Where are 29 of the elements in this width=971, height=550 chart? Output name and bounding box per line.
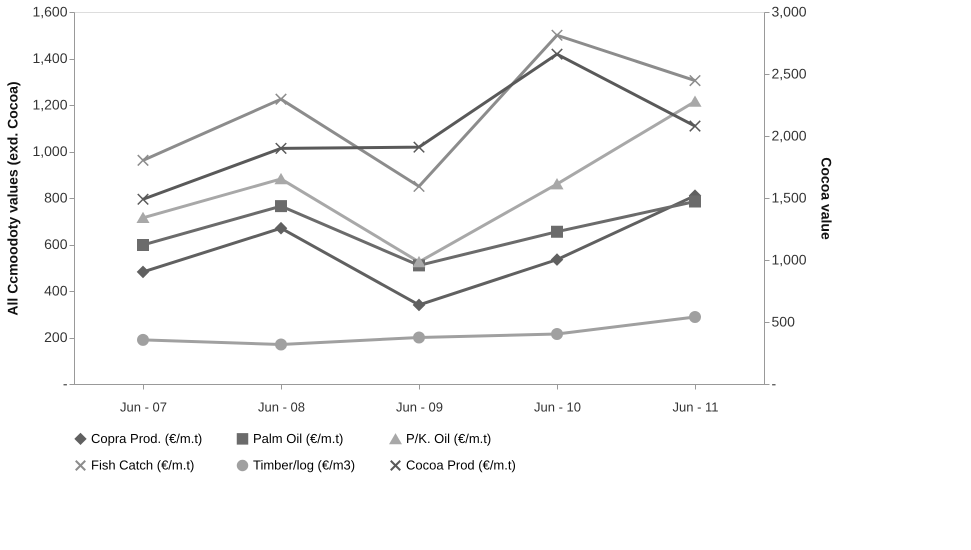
x-tick-label: Jun - 08 [258, 400, 305, 414]
legend-label: Timber/log (€/m3) [253, 458, 356, 472]
y-tick-label: 1,600 [32, 4, 68, 20]
legend-label: Palm Oil (€/m.t) [253, 430, 344, 446]
y2-axis-title: Cocoa value [818, 157, 835, 240]
y-tick-label: 1,200 [32, 96, 68, 112]
y-tick-label: 200 [44, 329, 68, 345]
y2-tick-label: 2,500 [772, 66, 807, 82]
y2-tick-label: - [772, 376, 776, 392]
x-tick-label: Jun - 10 [534, 400, 581, 414]
legend-label: Copra Prod. (€/m.t) [91, 430, 202, 446]
y2-tick-label: 500 [772, 314, 796, 330]
y-tick-label: - [62, 376, 68, 392]
y2-tick-label: 3,000 [772, 4, 807, 20]
legend-label: Cocoa Prod (€/m.t) [406, 458, 516, 472]
legend-label: Fish Catch (€/m.t) [91, 458, 194, 472]
y2-tick-label: 1,000 [772, 252, 807, 268]
y-tick-label: 600 [44, 236, 68, 252]
y2-tick-label: 1,500 [772, 190, 807, 206]
y-tick-label: 800 [44, 190, 68, 206]
x-tick-label: Jun - 11 [672, 400, 719, 414]
legend-label: P/K. Oil (€/m.t) [406, 431, 492, 446]
x-tick-label: Jun - 07 [120, 400, 167, 414]
x-tick-label: Jun - 09 [396, 400, 443, 414]
y-tick-label: 1,000 [32, 143, 68, 159]
y2-tick-label: 2,000 [772, 128, 807, 144]
y-tick-label: 400 [44, 282, 68, 298]
y-tick-label: 1,400 [32, 50, 68, 66]
y-axis-title: All Ccmoodoty values (exd. Cocoa) [4, 81, 20, 316]
